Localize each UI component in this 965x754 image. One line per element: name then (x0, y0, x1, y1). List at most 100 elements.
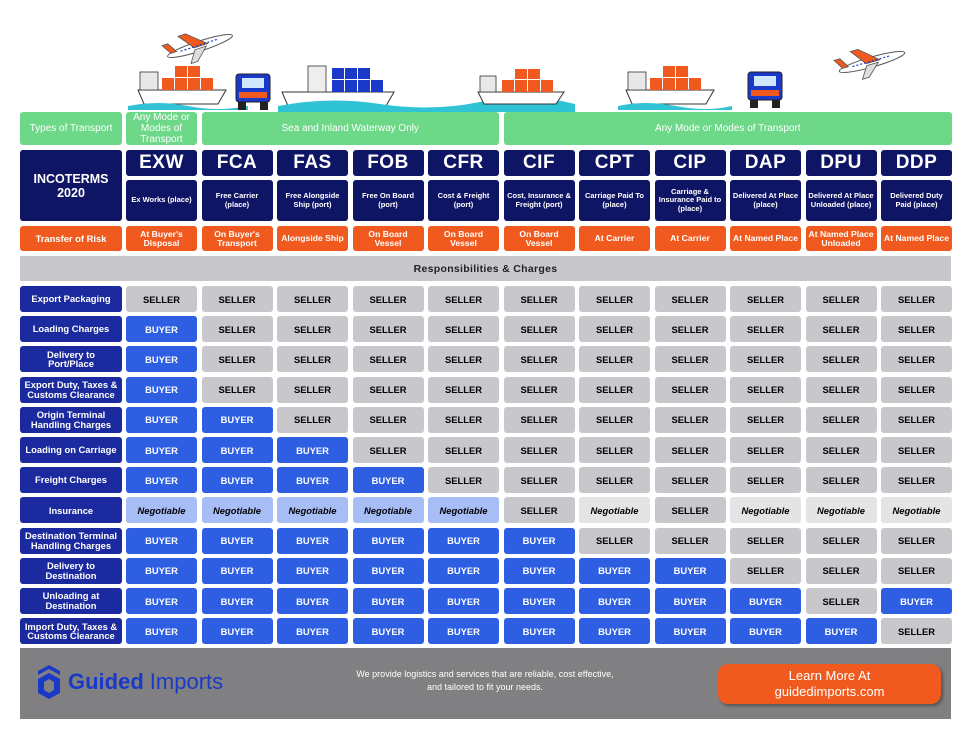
brand-name-light: Imports (149, 669, 224, 694)
cta-line-2: guidedimports.com (774, 684, 885, 699)
learn-more-button[interactable]: Learn More At guidedimports.com (718, 664, 941, 704)
responsibility-cell: BUYER (126, 618, 197, 645)
term-description: Delivered Duty Paid (place) (881, 180, 952, 221)
responsibility-cell: BUYER (126, 376, 197, 403)
responsibility-cell: SELLER (730, 557, 801, 584)
responsibility-cell: BUYER (126, 437, 197, 463)
responsibility-cell: BUYER (277, 437, 348, 463)
responsibility-cell: SELLER (730, 286, 801, 312)
responsibility-cell: SELLER (201, 286, 273, 312)
responsibility-cell: Negotiable (730, 497, 801, 524)
tagline-line-2: and tailored to fit your needs. (426, 682, 544, 692)
risk-transfer: At Named Place Unloaded (805, 226, 877, 251)
responsibility-cell: SELLER (352, 286, 424, 312)
responsibility-cell: BUYER (654, 557, 726, 584)
responsibility-cell: SELLER (428, 467, 499, 494)
responsibility-cell: SELLER (881, 316, 952, 343)
risk-transfer: On Board Vessel (428, 226, 499, 251)
responsibility-cell: SELLER (277, 286, 348, 312)
cta-line-1: Learn More At (788, 668, 871, 683)
responsibility-cell: SELLER (881, 557, 952, 584)
responsibility-cell: SELLER (805, 376, 877, 403)
responsibility-cell: BUYER (428, 557, 499, 584)
responsibility-cell: SELLER (730, 527, 801, 554)
term-code: FAS (277, 150, 348, 176)
responsibility-cell: SELLER (503, 316, 575, 343)
row-label: Insurance (20, 497, 122, 524)
responsibility-cell: BUYER (277, 527, 348, 554)
responsibility-cell: BUYER (579, 588, 650, 614)
responsibility-cell: SELLER (805, 588, 877, 614)
cargo-ship-icon (618, 66, 732, 110)
responsibility-cell: BUYER (579, 618, 650, 645)
responsibility-cell: SELLER (352, 437, 424, 463)
term-description: Free Carrier (place) (201, 180, 273, 221)
responsibility-cell: SELLER (881, 527, 952, 554)
responsibility-cell: SELLER (805, 316, 877, 343)
responsibility-cell: Negotiable (126, 497, 197, 524)
responsibility-cell: BUYER (201, 467, 273, 494)
transport-illustrations (128, 33, 906, 112)
responsibility-cell: BUYER (428, 527, 499, 554)
responsibility-cell: SELLER (730, 437, 801, 463)
responsibility-cell: BUYER (428, 588, 499, 614)
responsibility-cell: BUYER (201, 557, 273, 584)
risk-transfer: At Carrier (579, 226, 650, 251)
responsibility-cell: SELLER (654, 406, 726, 433)
responsibility-cell: SELLER (881, 437, 952, 463)
cargo-ship-icon (281, 65, 395, 107)
responsibility-cell: SELLER (881, 346, 952, 373)
responsibility-cell: BUYER (126, 527, 197, 554)
responsibility-cell: Negotiable (201, 497, 273, 524)
responsibility-cell: BUYER (503, 557, 575, 584)
responsibility-cell: BUYER (201, 588, 273, 614)
row-label: Delivery to Destination (20, 557, 122, 584)
responsibility-cell: Negotiable (352, 497, 424, 524)
responsibility-cell: BUYER (352, 467, 424, 494)
responsibility-cell: SELLER (881, 286, 952, 312)
cargo-ship-icon (477, 69, 565, 105)
truck-icon (747, 71, 783, 108)
responsibility-cell: SELLER (579, 406, 650, 433)
responsibility-cell: SELLER (428, 376, 499, 403)
guided-imports-logo-icon (38, 665, 60, 699)
responsibility-cell: SELLER (428, 286, 499, 312)
brand-logo: Guided Imports (38, 664, 223, 700)
responsibility-cell: SELLER (503, 376, 575, 403)
responsibility-cell: SELLER (503, 437, 575, 463)
term-code: CPT (579, 150, 650, 176)
responsibility-cell: SELLER (277, 376, 348, 403)
responsibility-cell: SELLER (881, 406, 952, 433)
responsibility-cell: BUYER (503, 618, 575, 645)
responsibility-cell: Negotiable (428, 497, 499, 524)
responsibility-cell: SELLER (352, 346, 424, 373)
term-code: CFR (428, 150, 499, 176)
responsibility-cell: SELLER (352, 376, 424, 403)
risk-transfer: At Buyer's Disposal (126, 226, 197, 251)
responsibility-cell: BUYER (503, 588, 575, 614)
brand-name-bold: Guided (68, 669, 144, 694)
responsibility-cell: BUYER (277, 588, 348, 614)
term-code: CIP (654, 150, 726, 176)
responsibility-cell: SELLER (503, 346, 575, 373)
responsibility-cell: SELLER (881, 467, 952, 494)
row-label: Origin Terminal Handling Charges (20, 406, 122, 433)
term-description: Delivered At Place Unloaded (place) (805, 180, 877, 221)
tagline-line-1: We provide logistics and services that a… (356, 669, 614, 679)
responsibility-cell: Negotiable (805, 497, 877, 524)
responsibility-cell: SELLER (503, 286, 575, 312)
responsibility-cell: SELLER (805, 527, 877, 554)
responsibility-cell: SELLER (654, 437, 726, 463)
responsibility-cell: SELLER (579, 376, 650, 403)
responsibility-cell: SELLER (428, 406, 499, 433)
row-label: Destination Terminal Handling Charges (20, 527, 122, 554)
responsibility-cell: SELLER (352, 316, 424, 343)
responsibility-cell: BUYER (730, 588, 801, 614)
row-label: Export Duty, Taxes & Customs Clearance (20, 376, 122, 403)
responsibility-cell: SELLER (428, 316, 499, 343)
responsibility-cell: SELLER (579, 467, 650, 494)
responsibility-cell: BUYER (730, 618, 801, 645)
responsibility-cell: SELLER (126, 286, 197, 312)
truck-icon (235, 73, 271, 110)
responsibility-cell: BUYER (579, 557, 650, 584)
